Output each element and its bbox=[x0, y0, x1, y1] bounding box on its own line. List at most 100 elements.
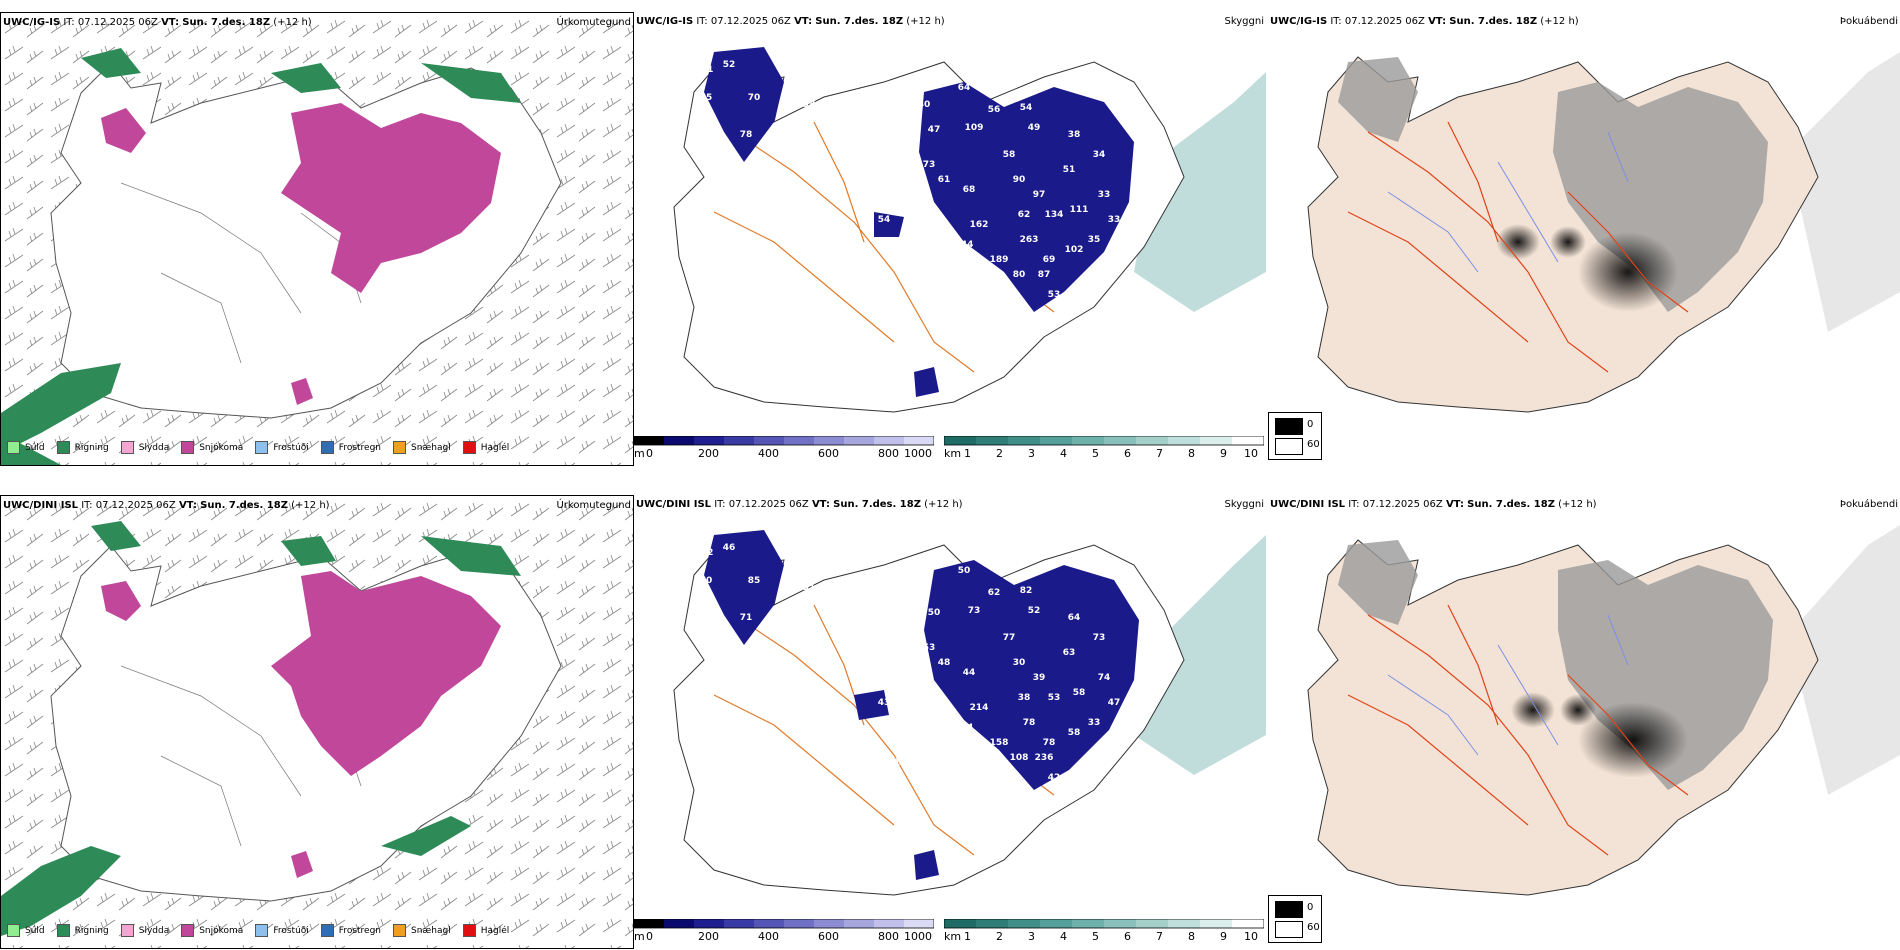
cloud-area bbox=[704, 47, 784, 162]
cloud-base-value: 53 bbox=[1023, 818, 1036, 828]
visibility-colorbar: km 1 2 3 4 5 6 7 8 9 10 bbox=[944, 919, 1266, 947]
colorbar-tick: 200 bbox=[698, 447, 719, 460]
cloud-base-value: 162 bbox=[970, 220, 989, 230]
colorbar-tick: 9 bbox=[1220, 930, 1227, 943]
cloud-base-value: 67 bbox=[928, 733, 941, 743]
fog-index-map bbox=[1307, 52, 1900, 413]
legend-item: Rigning bbox=[56, 441, 109, 454]
cloud-base-value: 73 bbox=[888, 245, 901, 255]
cloud-base-value: 43 bbox=[878, 698, 891, 708]
cloud-base-value: 73 bbox=[968, 606, 981, 616]
cloud-base-value: 58 bbox=[1073, 688, 1086, 698]
legend-item: Súld bbox=[7, 924, 45, 937]
cloud-base-value: 46 bbox=[723, 543, 736, 553]
cloud-base-value: 33 bbox=[1103, 738, 1116, 748]
cloud-base-value: 60 bbox=[700, 576, 713, 586]
colorbar-tick: 2 bbox=[996, 930, 1003, 943]
cloud-base-value: 79 bbox=[1058, 788, 1071, 798]
cloud-base-value: 42 bbox=[898, 385, 911, 395]
colorbar-tick: 3 bbox=[1028, 930, 1035, 943]
legend-item: Frostregn bbox=[320, 924, 381, 937]
fog-legend-label: 60 bbox=[1307, 922, 1320, 933]
cloud-base-value: 73 bbox=[923, 160, 936, 170]
rain-area bbox=[91, 521, 141, 551]
colorbar-tick: 3 bbox=[1028, 447, 1035, 460]
cloud-base-value: 64 bbox=[958, 83, 971, 93]
cloud-base-value: 85 bbox=[748, 576, 761, 586]
legend-item: Rigning bbox=[56, 924, 109, 937]
cloud-area bbox=[914, 367, 939, 397]
cloud-base-value: 38 bbox=[803, 100, 816, 110]
cloud-base-value: 79 bbox=[720, 145, 733, 155]
cloud-base-value: 52 bbox=[1058, 305, 1071, 315]
cloud-base-value: 63 bbox=[1063, 648, 1076, 658]
cloud-panel-row2: 142 46 60 85 91 80 71 70 49 50 50 62 82 73 77 52 64 53 48 4… bbox=[634, 495, 1266, 947]
cloud-base-value: 33 bbox=[1098, 190, 1111, 200]
cloud-base-value: 62 bbox=[1018, 210, 1031, 220]
legend-item: Haglél bbox=[462, 441, 509, 454]
precip-legend: Súld Rigning Slydda Snjókoma Frostúði Fr… bbox=[7, 924, 521, 937]
precip-legend: Súld Rigning Slydda Snjókoma Frostúði Fr… bbox=[7, 441, 521, 454]
panel-title: Þokuábendi bbox=[1839, 499, 1898, 510]
colorbar-unit: m bbox=[634, 447, 645, 460]
cloud-base-value: 58 bbox=[1003, 150, 1016, 160]
fog-legend-swatch-light bbox=[1275, 438, 1303, 455]
snow-area bbox=[281, 103, 501, 293]
fog-legend-label: 0 bbox=[1307, 419, 1314, 430]
cloud-base-value: 52 bbox=[723, 60, 736, 70]
cloud-base-value: 80 bbox=[720, 628, 733, 638]
rain-area bbox=[1, 846, 121, 936]
cloud-base-value: 82 bbox=[1020, 586, 1033, 596]
snow-area bbox=[101, 581, 141, 621]
legend-item: Snjókoma bbox=[181, 441, 243, 454]
cloud-base-value: 42 bbox=[1048, 773, 1061, 783]
colorbar-tick: 800 bbox=[878, 447, 899, 460]
colorbar-tick: 1 bbox=[964, 447, 971, 460]
cloud-base-value: 49 bbox=[1073, 768, 1086, 778]
cloud-base-value: 50 bbox=[958, 566, 971, 576]
cloud-base-value: 144 bbox=[955, 240, 974, 250]
fog-legend-row1: 0 60 bbox=[1268, 412, 1322, 460]
cloud-base-value: 35 bbox=[1088, 235, 1101, 245]
panel-header: UWC/IG-IS IT: 07.12.2025 06Z VT: Sun. 7.… bbox=[636, 16, 945, 27]
cloud-base-value: 144 bbox=[955, 723, 974, 733]
cloud-base-value: 62 bbox=[988, 588, 1001, 598]
cloud-base-value: 54 bbox=[878, 215, 891, 225]
rain-area bbox=[421, 536, 521, 576]
fog-legend-label: 60 bbox=[1307, 439, 1320, 450]
snow-area bbox=[271, 571, 501, 776]
cloud-base-value: 47 bbox=[928, 270, 941, 280]
rain-area bbox=[281, 536, 336, 566]
cloud-base-colorbar: m 0 200 400 600 800 1000 bbox=[634, 436, 944, 464]
cloud-base-value: 189 bbox=[990, 255, 1009, 265]
panel-header: UWC/DINI ISL IT: 07.12.2025 06Z VT: Sun.… bbox=[636, 499, 963, 510]
cloud-base-value: 70 bbox=[748, 93, 761, 103]
legend-item: Snæhagl bbox=[393, 441, 451, 454]
colorbar-tick: 1 bbox=[964, 930, 971, 943]
snow-area bbox=[291, 378, 313, 405]
precip-panel-row2: UWC/DINI ISL IT: 07.12.2025 06Z VT: Sun.… bbox=[0, 495, 634, 949]
cloud-base-value: 70 bbox=[738, 648, 751, 658]
cloud-base-value: 53 bbox=[1048, 290, 1061, 300]
colorbar-tick: 7 bbox=[1156, 447, 1163, 460]
cloud-base-value: 102 bbox=[1065, 245, 1084, 255]
colorbar-tick: 5 bbox=[1092, 447, 1099, 460]
cloud-base-value: 74 bbox=[1098, 673, 1111, 683]
cloud-base-value: 158 bbox=[990, 738, 1009, 748]
cloud-base-value: 39 bbox=[1103, 255, 1116, 265]
colorbar-tick: 600 bbox=[818, 930, 839, 943]
cloud-base-value: 142 bbox=[695, 548, 714, 558]
cloud-base-value: 134 bbox=[1045, 210, 1064, 220]
snow-area bbox=[291, 851, 313, 878]
colorbar-tick: 7 bbox=[1156, 930, 1163, 943]
legend-item: Snjókoma bbox=[181, 924, 243, 937]
fog-index-map bbox=[1307, 525, 1900, 896]
visibility-colorbar: km 1 2 3 4 5 6 7 8 9 10 bbox=[944, 436, 1266, 464]
cloud-base-value: 69 bbox=[1043, 255, 1056, 265]
panel-header: UWC/DINI ISL IT: 07.12.2025 06Z VT: Sun.… bbox=[1270, 499, 1597, 510]
colorbar-tick: 8 bbox=[1188, 930, 1195, 943]
colorbar-tick: 0 bbox=[646, 447, 653, 460]
